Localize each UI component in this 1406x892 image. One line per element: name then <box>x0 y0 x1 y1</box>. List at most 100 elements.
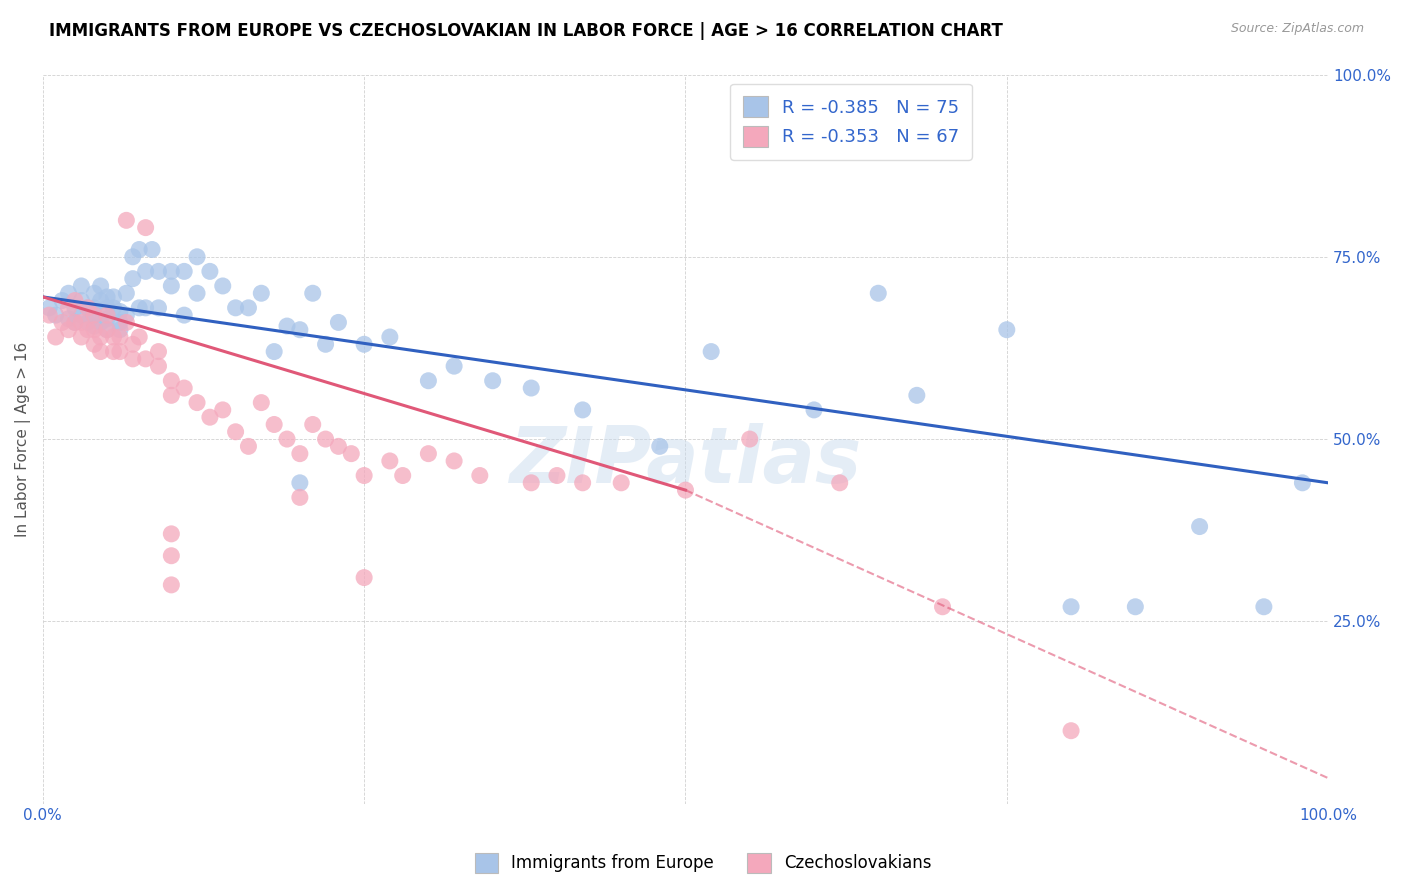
Point <box>83 308 105 322</box>
Y-axis label: In Labor Force | Age > 16: In Labor Force | Age > 16 <box>15 342 31 537</box>
Point <box>301 417 323 432</box>
Point <box>83 319 105 334</box>
Point <box>121 271 143 285</box>
Point <box>160 549 183 563</box>
Point <box>250 286 273 301</box>
Point <box>76 301 98 315</box>
Point <box>1188 519 1211 533</box>
Point <box>45 330 67 344</box>
Text: Source: ZipAtlas.com: Source: ZipAtlas.com <box>1230 22 1364 36</box>
Point <box>38 301 60 315</box>
Point <box>160 388 183 402</box>
Point <box>276 432 298 446</box>
Point <box>70 308 93 322</box>
Point <box>1123 599 1146 614</box>
Point <box>115 213 138 227</box>
Point <box>90 293 112 308</box>
Point <box>96 311 118 326</box>
Point <box>868 286 890 301</box>
Point <box>173 381 195 395</box>
Point <box>378 454 401 468</box>
Point <box>63 301 86 315</box>
Point <box>1060 599 1083 614</box>
Point <box>103 344 125 359</box>
Point <box>443 359 465 373</box>
Point <box>238 439 260 453</box>
Point <box>96 323 118 337</box>
Point <box>38 308 60 322</box>
Point <box>520 381 543 395</box>
Point <box>90 344 112 359</box>
Point <box>76 315 98 329</box>
Point <box>610 475 633 490</box>
Point <box>103 301 125 315</box>
Point <box>225 425 247 439</box>
Point <box>90 315 112 329</box>
Point <box>803 403 825 417</box>
Point <box>648 439 671 453</box>
Point <box>135 220 157 235</box>
Point <box>96 323 118 337</box>
Point <box>186 286 208 301</box>
Point <box>328 315 350 329</box>
Point <box>571 403 593 417</box>
Point <box>58 323 80 337</box>
Point <box>160 578 183 592</box>
Point <box>121 351 143 366</box>
Point <box>128 243 150 257</box>
Point <box>288 475 311 490</box>
Point <box>160 526 183 541</box>
Point <box>418 374 440 388</box>
Point <box>148 359 170 373</box>
Point <box>58 286 80 301</box>
Point <box>288 323 311 337</box>
Point <box>211 279 233 293</box>
Point <box>353 571 375 585</box>
Point <box>931 599 953 614</box>
Point <box>1291 475 1313 490</box>
Point <box>141 243 163 257</box>
Point <box>148 264 170 278</box>
Point <box>76 323 98 337</box>
Point <box>63 293 86 308</box>
Point <box>135 264 157 278</box>
Point <box>108 323 131 337</box>
Point <box>115 286 138 301</box>
Point <box>96 308 118 322</box>
Point <box>288 447 311 461</box>
Point <box>738 432 761 446</box>
Point <box>571 475 593 490</box>
Point <box>211 403 233 417</box>
Point <box>1253 599 1275 614</box>
Point <box>675 483 697 497</box>
Point <box>828 475 851 490</box>
Point <box>135 301 157 315</box>
Point <box>198 264 221 278</box>
Point <box>1060 723 1083 738</box>
Point <box>103 290 125 304</box>
Point <box>250 395 273 409</box>
Point <box>353 337 375 351</box>
Point <box>378 330 401 344</box>
Point <box>340 447 363 461</box>
Point <box>108 330 131 344</box>
Point <box>481 374 503 388</box>
Point <box>468 468 491 483</box>
Point <box>700 344 723 359</box>
Point <box>301 286 323 301</box>
Point <box>418 447 440 461</box>
Point <box>96 290 118 304</box>
Point <box>128 301 150 315</box>
Point <box>83 323 105 337</box>
Point <box>108 315 131 329</box>
Point <box>173 264 195 278</box>
Text: IMMIGRANTS FROM EUROPE VS CZECHOSLOVAKIAN IN LABOR FORCE | AGE > 16 CORRELATION : IMMIGRANTS FROM EUROPE VS CZECHOSLOVAKIA… <box>49 22 1002 40</box>
Point <box>443 454 465 468</box>
Point <box>173 308 195 322</box>
Point <box>90 330 112 344</box>
Point <box>121 337 143 351</box>
Point <box>160 374 183 388</box>
Point <box>276 319 298 334</box>
Point <box>63 315 86 329</box>
Point <box>225 301 247 315</box>
